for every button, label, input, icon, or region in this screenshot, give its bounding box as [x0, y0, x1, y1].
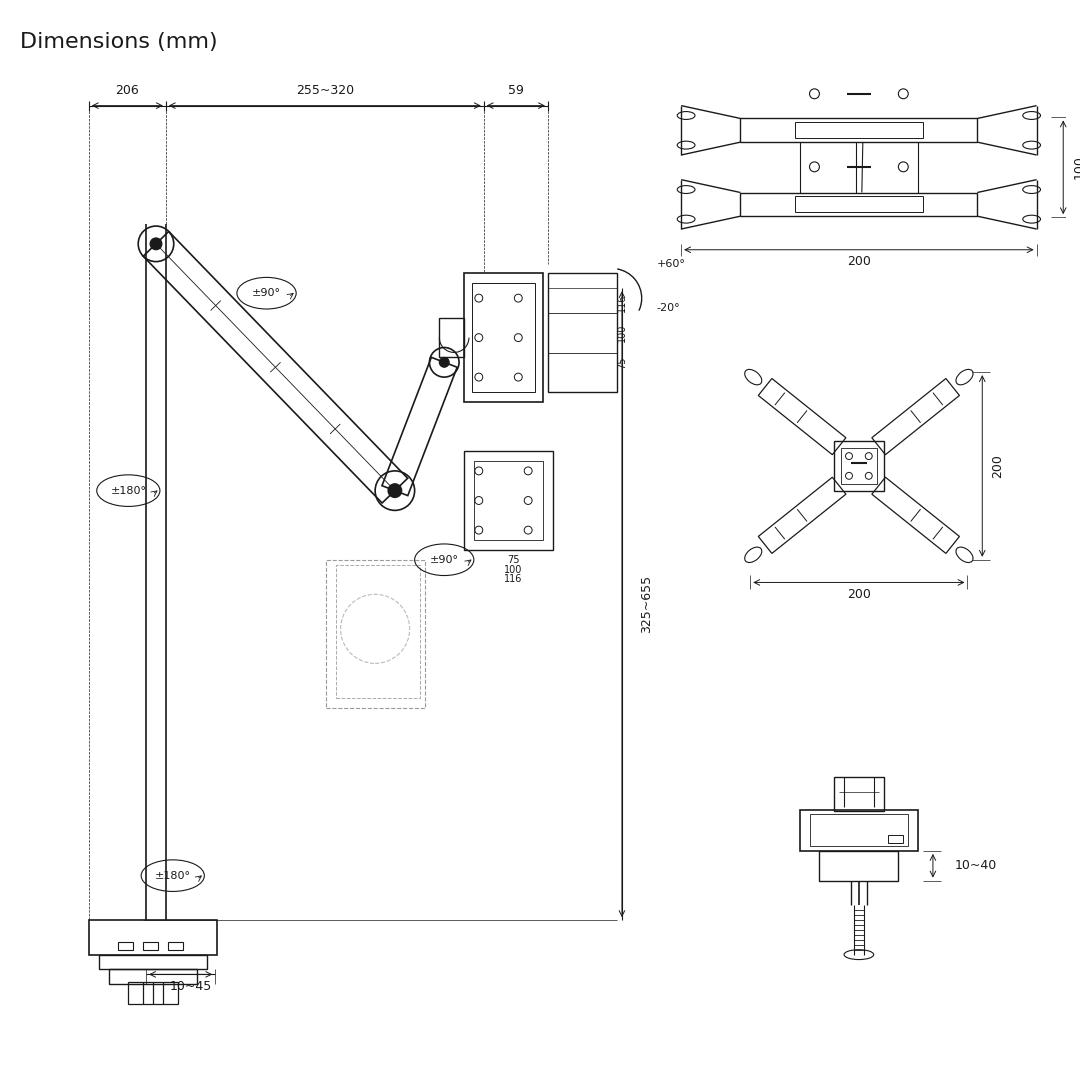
Text: Dimensions (mm): Dimensions (mm) — [19, 31, 217, 52]
Bar — [799, 810, 918, 851]
Text: 200: 200 — [847, 255, 870, 268]
Text: 116: 116 — [617, 294, 627, 312]
Text: +60°: +60° — [657, 258, 686, 269]
Text: 100: 100 — [1072, 156, 1080, 179]
Circle shape — [388, 484, 402, 498]
Text: 10~45: 10~45 — [170, 980, 212, 993]
Bar — [464, 451, 553, 550]
Bar — [119, 942, 133, 949]
Text: 75: 75 — [508, 555, 519, 565]
Bar — [795, 197, 923, 213]
Bar — [144, 942, 158, 949]
Bar — [109, 970, 198, 984]
Bar — [89, 920, 217, 955]
Text: 206: 206 — [116, 84, 139, 97]
Text: -20°: -20° — [657, 303, 680, 313]
Bar — [741, 192, 977, 216]
Text: 200: 200 — [991, 454, 1004, 477]
Bar — [464, 273, 543, 402]
Text: 59: 59 — [508, 84, 524, 97]
Bar — [810, 814, 908, 846]
Text: 116: 116 — [504, 575, 523, 584]
Text: 325~655: 325~655 — [640, 576, 653, 633]
Bar — [167, 942, 183, 949]
Text: 10~40: 10~40 — [955, 860, 997, 873]
Bar — [841, 448, 877, 484]
Text: 200: 200 — [847, 588, 870, 600]
Bar — [98, 955, 207, 970]
Bar — [440, 318, 464, 357]
Text: 255~320: 255~320 — [296, 84, 354, 97]
Text: ±90°: ±90° — [252, 288, 281, 298]
Bar — [834, 442, 883, 490]
Text: ±180°: ±180° — [154, 870, 191, 880]
Text: ±90°: ±90° — [430, 555, 459, 565]
Bar — [474, 461, 543, 540]
Bar — [795, 122, 923, 138]
Text: 75: 75 — [617, 356, 627, 368]
Text: 100: 100 — [504, 565, 523, 575]
Circle shape — [440, 357, 449, 367]
Bar — [834, 777, 883, 811]
Bar — [472, 283, 535, 392]
Bar — [741, 119, 977, 143]
Text: ±180°: ±180° — [110, 486, 146, 496]
Bar — [129, 983, 178, 1004]
Circle shape — [150, 238, 162, 249]
Bar — [820, 851, 899, 880]
Text: 100: 100 — [617, 324, 627, 342]
Bar — [889, 835, 903, 843]
